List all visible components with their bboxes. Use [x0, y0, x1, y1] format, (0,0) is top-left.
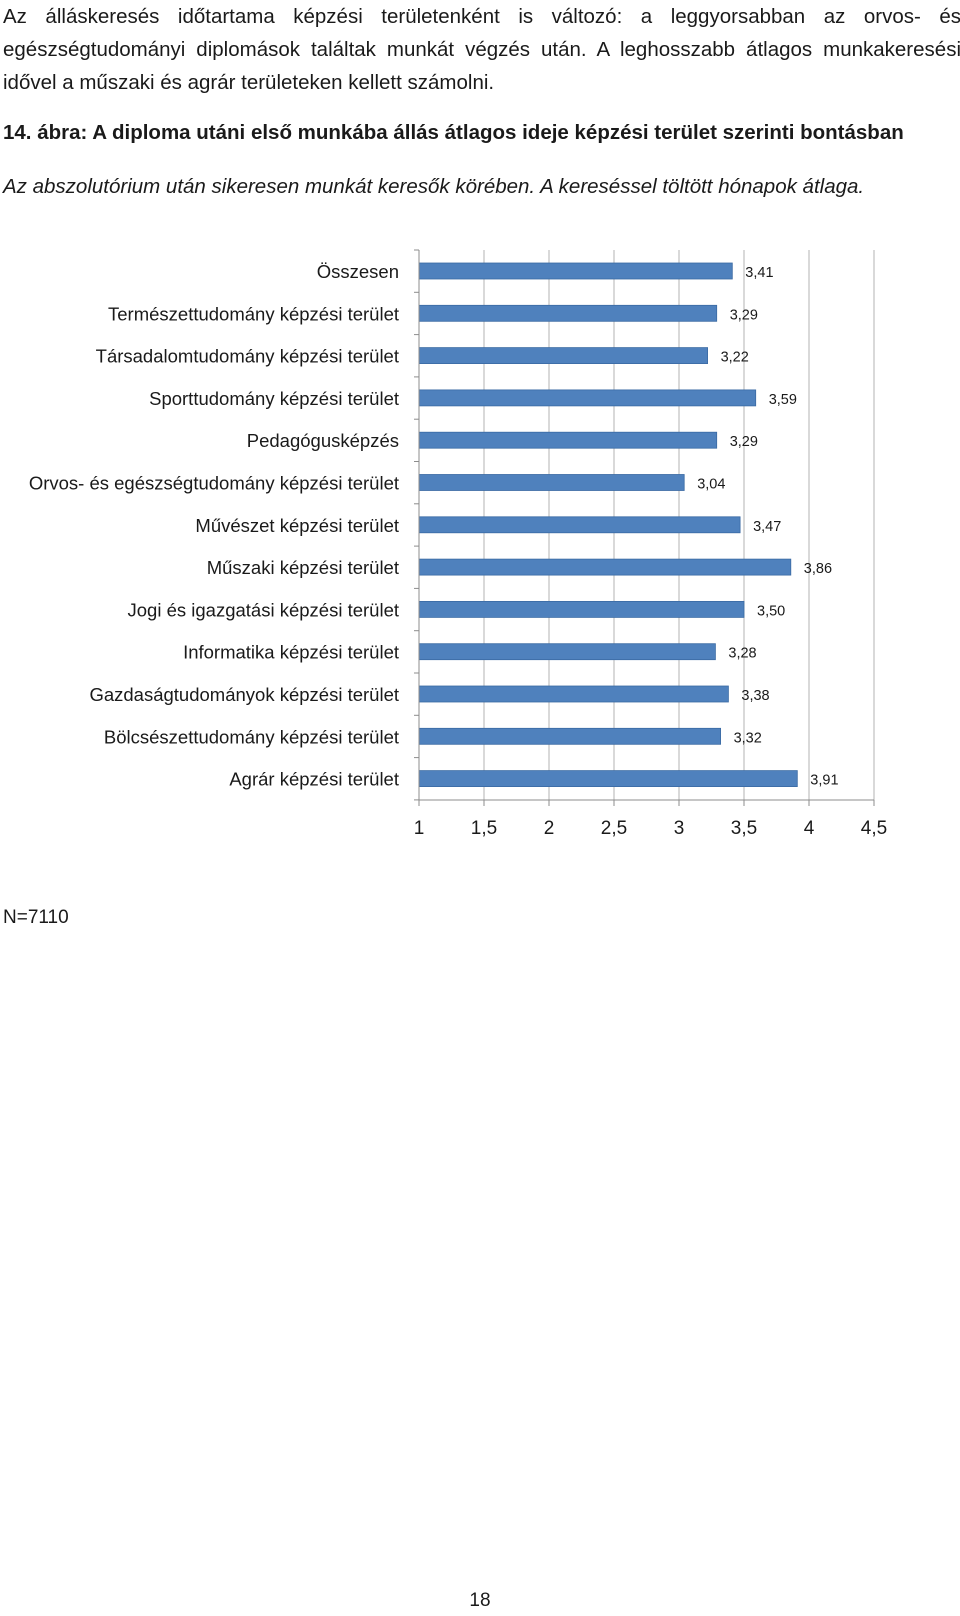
- page-number: 18: [469, 1590, 491, 1611]
- data-label: 3,38: [741, 688, 769, 704]
- data-label: 3,91: [810, 773, 838, 789]
- bar: [418, 431, 718, 449]
- category-label: Összesen: [317, 261, 399, 282]
- sample-size-note: N=7110: [3, 907, 69, 928]
- data-label: 3,04: [697, 477, 725, 493]
- bar-chart: Összesen 3,41 Természettudomány képzési te…: [29, 249, 887, 839]
- category-label: Pedagógusképzés: [247, 430, 399, 451]
- data-label: 3,59: [769, 392, 797, 408]
- bar: [418, 600, 745, 618]
- bar: [418, 516, 741, 534]
- x-tick-label: 1: [414, 818, 425, 839]
- category-label: Jogi és igazgatási képzési terület: [128, 599, 399, 620]
- category-label: Orvos- és egészségtudomány képzési terül…: [29, 473, 399, 494]
- data-label: 3,41: [745, 265, 773, 281]
- intro-paragraph: Az álláskeresés időtartama képzési terül…: [3, 5, 960, 94]
- figure-title: 14. ábra: A diploma utáni első munkába á…: [3, 121, 904, 144]
- category-label: Természettudomány képzési terület: [108, 303, 399, 324]
- bar: [418, 304, 718, 322]
- category-label: Műszaki képzési terület: [207, 557, 399, 578]
- x-tick-label: 3: [674, 818, 685, 839]
- x-tick-label: 2: [544, 818, 555, 839]
- bar: [418, 474, 685, 491]
- data-label: 3,28: [728, 646, 756, 662]
- x-tick-label: 3,5: [731, 818, 757, 839]
- data-label: 3,50: [757, 603, 785, 619]
- category-label: Társadalomtudomány képzési terület: [96, 346, 399, 367]
- category-label: Bölcsészettudomány képzési terület: [104, 726, 399, 747]
- bar: [418, 770, 798, 787]
- data-label: 3,29: [730, 307, 758, 323]
- category-label: Informatika képzési terület: [183, 642, 399, 663]
- bar: [418, 685, 729, 703]
- bar: [418, 347, 709, 364]
- category-label: Sporttudomány képzési terület: [149, 388, 399, 409]
- bar: [418, 643, 716, 661]
- x-tick-label: 2,5: [601, 818, 627, 839]
- category-label: Művészet képzési terület: [195, 515, 399, 536]
- category-label: Agrár képzési terület: [229, 769, 399, 790]
- x-tick-label: 4: [804, 818, 815, 839]
- bar: [418, 262, 733, 280]
- bar: [418, 389, 757, 407]
- data-label: 3,29: [730, 434, 758, 450]
- bar: [418, 727, 722, 745]
- bar: [418, 558, 792, 576]
- data-label: 3,22: [721, 350, 749, 366]
- data-label: 3,86: [804, 561, 832, 577]
- category-label: Gazdaságtudományok képzési terület: [89, 684, 399, 705]
- data-label: 3,47: [753, 519, 781, 535]
- figure-subtitle: Az abszolutórium után sikeresen munkát k…: [3, 175, 865, 198]
- x-tick-label: 1,5: [471, 818, 497, 839]
- data-label: 3,32: [734, 730, 762, 746]
- x-tick-label: 4,5: [861, 818, 887, 839]
